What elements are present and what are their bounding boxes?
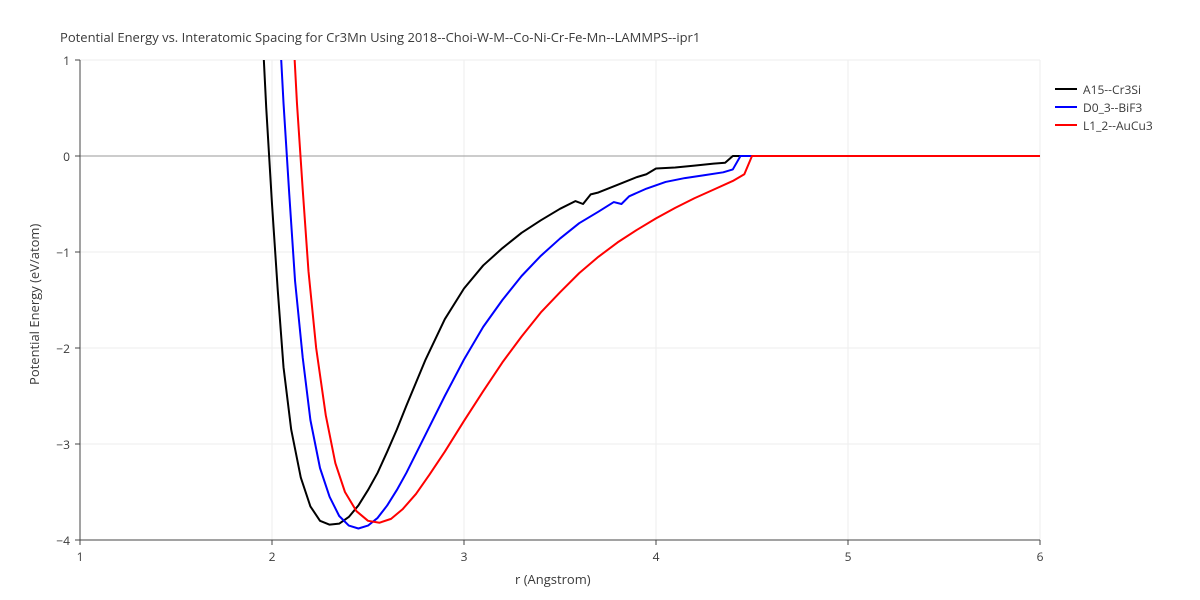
- chart-container: { "chart": { "type": "line", "title": "P…: [0, 0, 1200, 600]
- y-axis-label: Potential Energy (eV/atom): [25, 224, 43, 385]
- legend-item[interactable]: L1_2--AuCu3: [1055, 116, 1153, 134]
- legend-label: D0_3--BiF3: [1083, 99, 1142, 116]
- chart-title: Potential Energy vs. Interatomic Spacing…: [60, 28, 700, 46]
- y-tick-label: 0: [63, 148, 70, 165]
- legend-label: L1_2--AuCu3: [1083, 117, 1153, 134]
- line-chart: [0, 0, 1200, 600]
- x-tick-label: 6: [1030, 548, 1050, 565]
- legend-label: A15--Cr3Si: [1083, 81, 1141, 98]
- y-tick-label: −4: [56, 532, 70, 549]
- x-tick-label: 4: [646, 548, 666, 565]
- legend-swatch: [1055, 124, 1077, 126]
- x-tick-label: 2: [262, 548, 282, 565]
- x-tick-label: 5: [838, 548, 858, 565]
- y-tick-label: −1: [56, 244, 70, 261]
- x-axis-label: r (Angstrom): [515, 570, 591, 588]
- legend: A15--Cr3SiD0_3--BiF3L1_2--AuCu3: [1055, 80, 1153, 134]
- x-tick-label: 1: [70, 548, 90, 565]
- y-tick-label: −3: [56, 436, 70, 453]
- legend-item[interactable]: A15--Cr3Si: [1055, 80, 1153, 98]
- y-tick-label: 1: [63, 52, 70, 69]
- x-tick-label: 3: [454, 548, 474, 565]
- legend-swatch: [1055, 88, 1077, 90]
- y-tick-label: −2: [56, 340, 70, 357]
- legend-item[interactable]: D0_3--BiF3: [1055, 98, 1153, 116]
- legend-swatch: [1055, 106, 1077, 108]
